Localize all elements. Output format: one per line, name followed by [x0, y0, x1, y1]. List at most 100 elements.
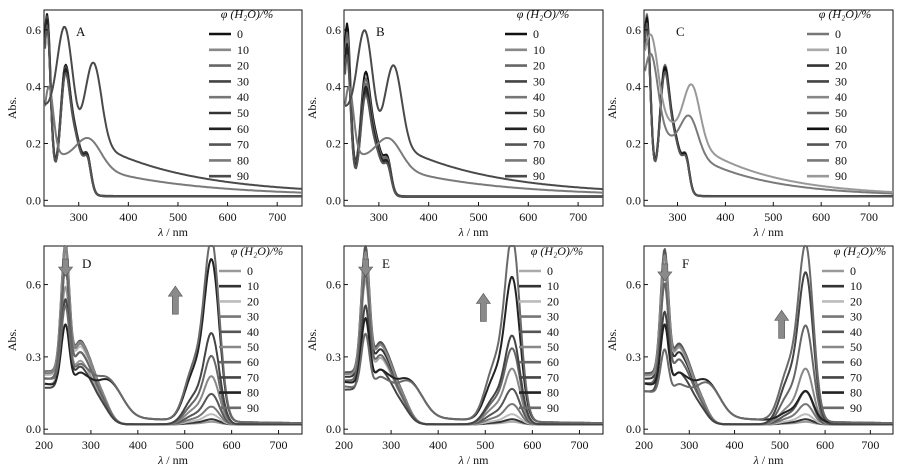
- x-tick-label: 500: [764, 210, 782, 224]
- arrow-down-icon: [57, 258, 74, 277]
- legend-entry: 10: [835, 43, 847, 57]
- arrow-down-icon: [358, 258, 374, 277]
- legend-entry: 60: [247, 355, 259, 369]
- series-line-90: [644, 33, 894, 194]
- x-tick-label: 500: [176, 438, 194, 452]
- series-line-10: [344, 260, 604, 426]
- series-group: [43, 13, 303, 198]
- series-line-40: [44, 20, 302, 198]
- x-tick-label: 300: [680, 438, 698, 452]
- x-tick-label: 700: [570, 438, 588, 452]
- series-line-20: [44, 18, 302, 198]
- panel-letter: B: [376, 24, 385, 39]
- x-tick-label: 200: [335, 438, 353, 452]
- legend-entry: 30: [835, 74, 847, 88]
- x-tick-label: 700: [569, 210, 587, 224]
- plot-frame: [343, 245, 604, 435]
- series-line-80: [344, 85, 603, 194]
- legend-entry: 80: [835, 153, 847, 167]
- x-tick-label: 600: [519, 210, 537, 224]
- series-line-50: [44, 245, 303, 426]
- series-group: [344, 22, 603, 198]
- x-tick-label: 600: [219, 210, 237, 224]
- legend-title: φ (H₂O)/%: [819, 7, 871, 21]
- legend-entry: 90: [237, 169, 249, 183]
- legend-title: φ (H₂O)/%: [834, 244, 886, 258]
- x-tick-label: 500: [169, 210, 187, 224]
- x-tick-label: 600: [223, 438, 241, 452]
- y-tick-label: 0.6: [26, 23, 41, 37]
- arrow-up-icon: [167, 285, 183, 315]
- legend-entry: 30: [247, 310, 259, 324]
- series-line-80: [644, 52, 893, 195]
- y-tick-label: 0.2: [26, 137, 41, 151]
- series-line-40: [344, 245, 604, 426]
- x-tick-label: 700: [861, 438, 879, 452]
- series-group: [344, 245, 604, 426]
- x-tick-label: 500: [771, 438, 789, 452]
- legend-entry: 20: [533, 59, 545, 73]
- series-line-50: [44, 22, 302, 198]
- y-tick-label: 0.3: [626, 350, 641, 364]
- series-line-0: [344, 22, 603, 198]
- series-line-60: [44, 18, 302, 198]
- legend-entry: 50: [850, 340, 862, 354]
- legend-entry: 50: [237, 106, 249, 120]
- x-tick-label: 500: [469, 210, 487, 224]
- x-tick-label: 400: [429, 438, 447, 452]
- y-axis-label: Abs.: [605, 329, 619, 351]
- x-axis-label: λ / nm: [753, 225, 785, 239]
- legend-entry: 0: [237, 27, 243, 41]
- series-line-20: [44, 254, 303, 426]
- y-tick-label: 0.3: [26, 350, 41, 364]
- x-tick-label: 400: [119, 210, 137, 224]
- y-axis-label: Abs.: [5, 329, 19, 351]
- series-line-30: [344, 248, 604, 426]
- legend-entry: 60: [547, 355, 559, 369]
- y-tick-label: 0.0: [26, 422, 41, 436]
- series-line-70: [44, 298, 303, 426]
- x-tick-label: 400: [420, 210, 438, 224]
- legend-title: φ (H₂O)/%: [517, 7, 569, 21]
- legend-entry: 20: [850, 294, 862, 308]
- legend-entry: 40: [237, 90, 249, 104]
- series-line-70: [644, 22, 893, 198]
- y-tick-label: 0.2: [626, 137, 641, 151]
- legend-entry: 0: [835, 27, 841, 41]
- legend-entry: 40: [533, 90, 545, 104]
- y-axis-label: Abs.: [5, 97, 19, 119]
- x-tick-label: 300: [82, 438, 100, 452]
- series-line-90: [344, 29, 603, 191]
- series-line-40: [44, 245, 303, 426]
- series-group: [643, 13, 894, 198]
- legend-entry: 80: [533, 153, 545, 167]
- legend-entry: 50: [533, 106, 545, 120]
- legend-entry: 10: [247, 279, 259, 293]
- legend-entry: 20: [835, 59, 847, 73]
- x-tick-label: 700: [270, 438, 288, 452]
- x-tick-label: 400: [726, 438, 744, 452]
- x-tick-label: 300: [370, 210, 388, 224]
- x-tick-label: 200: [635, 438, 653, 452]
- legend-entry: 70: [835, 138, 847, 152]
- y-axis-label: Abs.: [605, 97, 619, 119]
- x-tick-label: 300: [70, 210, 88, 224]
- series-line-90: [344, 245, 604, 425]
- y-tick-label: 0.6: [626, 278, 641, 292]
- series-line-90: [44, 25, 303, 190]
- y-tick-label: 0.0: [326, 422, 341, 436]
- legend-entry: 80: [247, 386, 259, 400]
- series-line-90: [44, 245, 303, 425]
- x-tick-label: 400: [129, 438, 147, 452]
- panel-letter: F: [682, 256, 689, 271]
- x-tick-label: 400: [716, 210, 734, 224]
- series-line-60: [344, 43, 603, 198]
- legend-entry: 60: [533, 122, 545, 136]
